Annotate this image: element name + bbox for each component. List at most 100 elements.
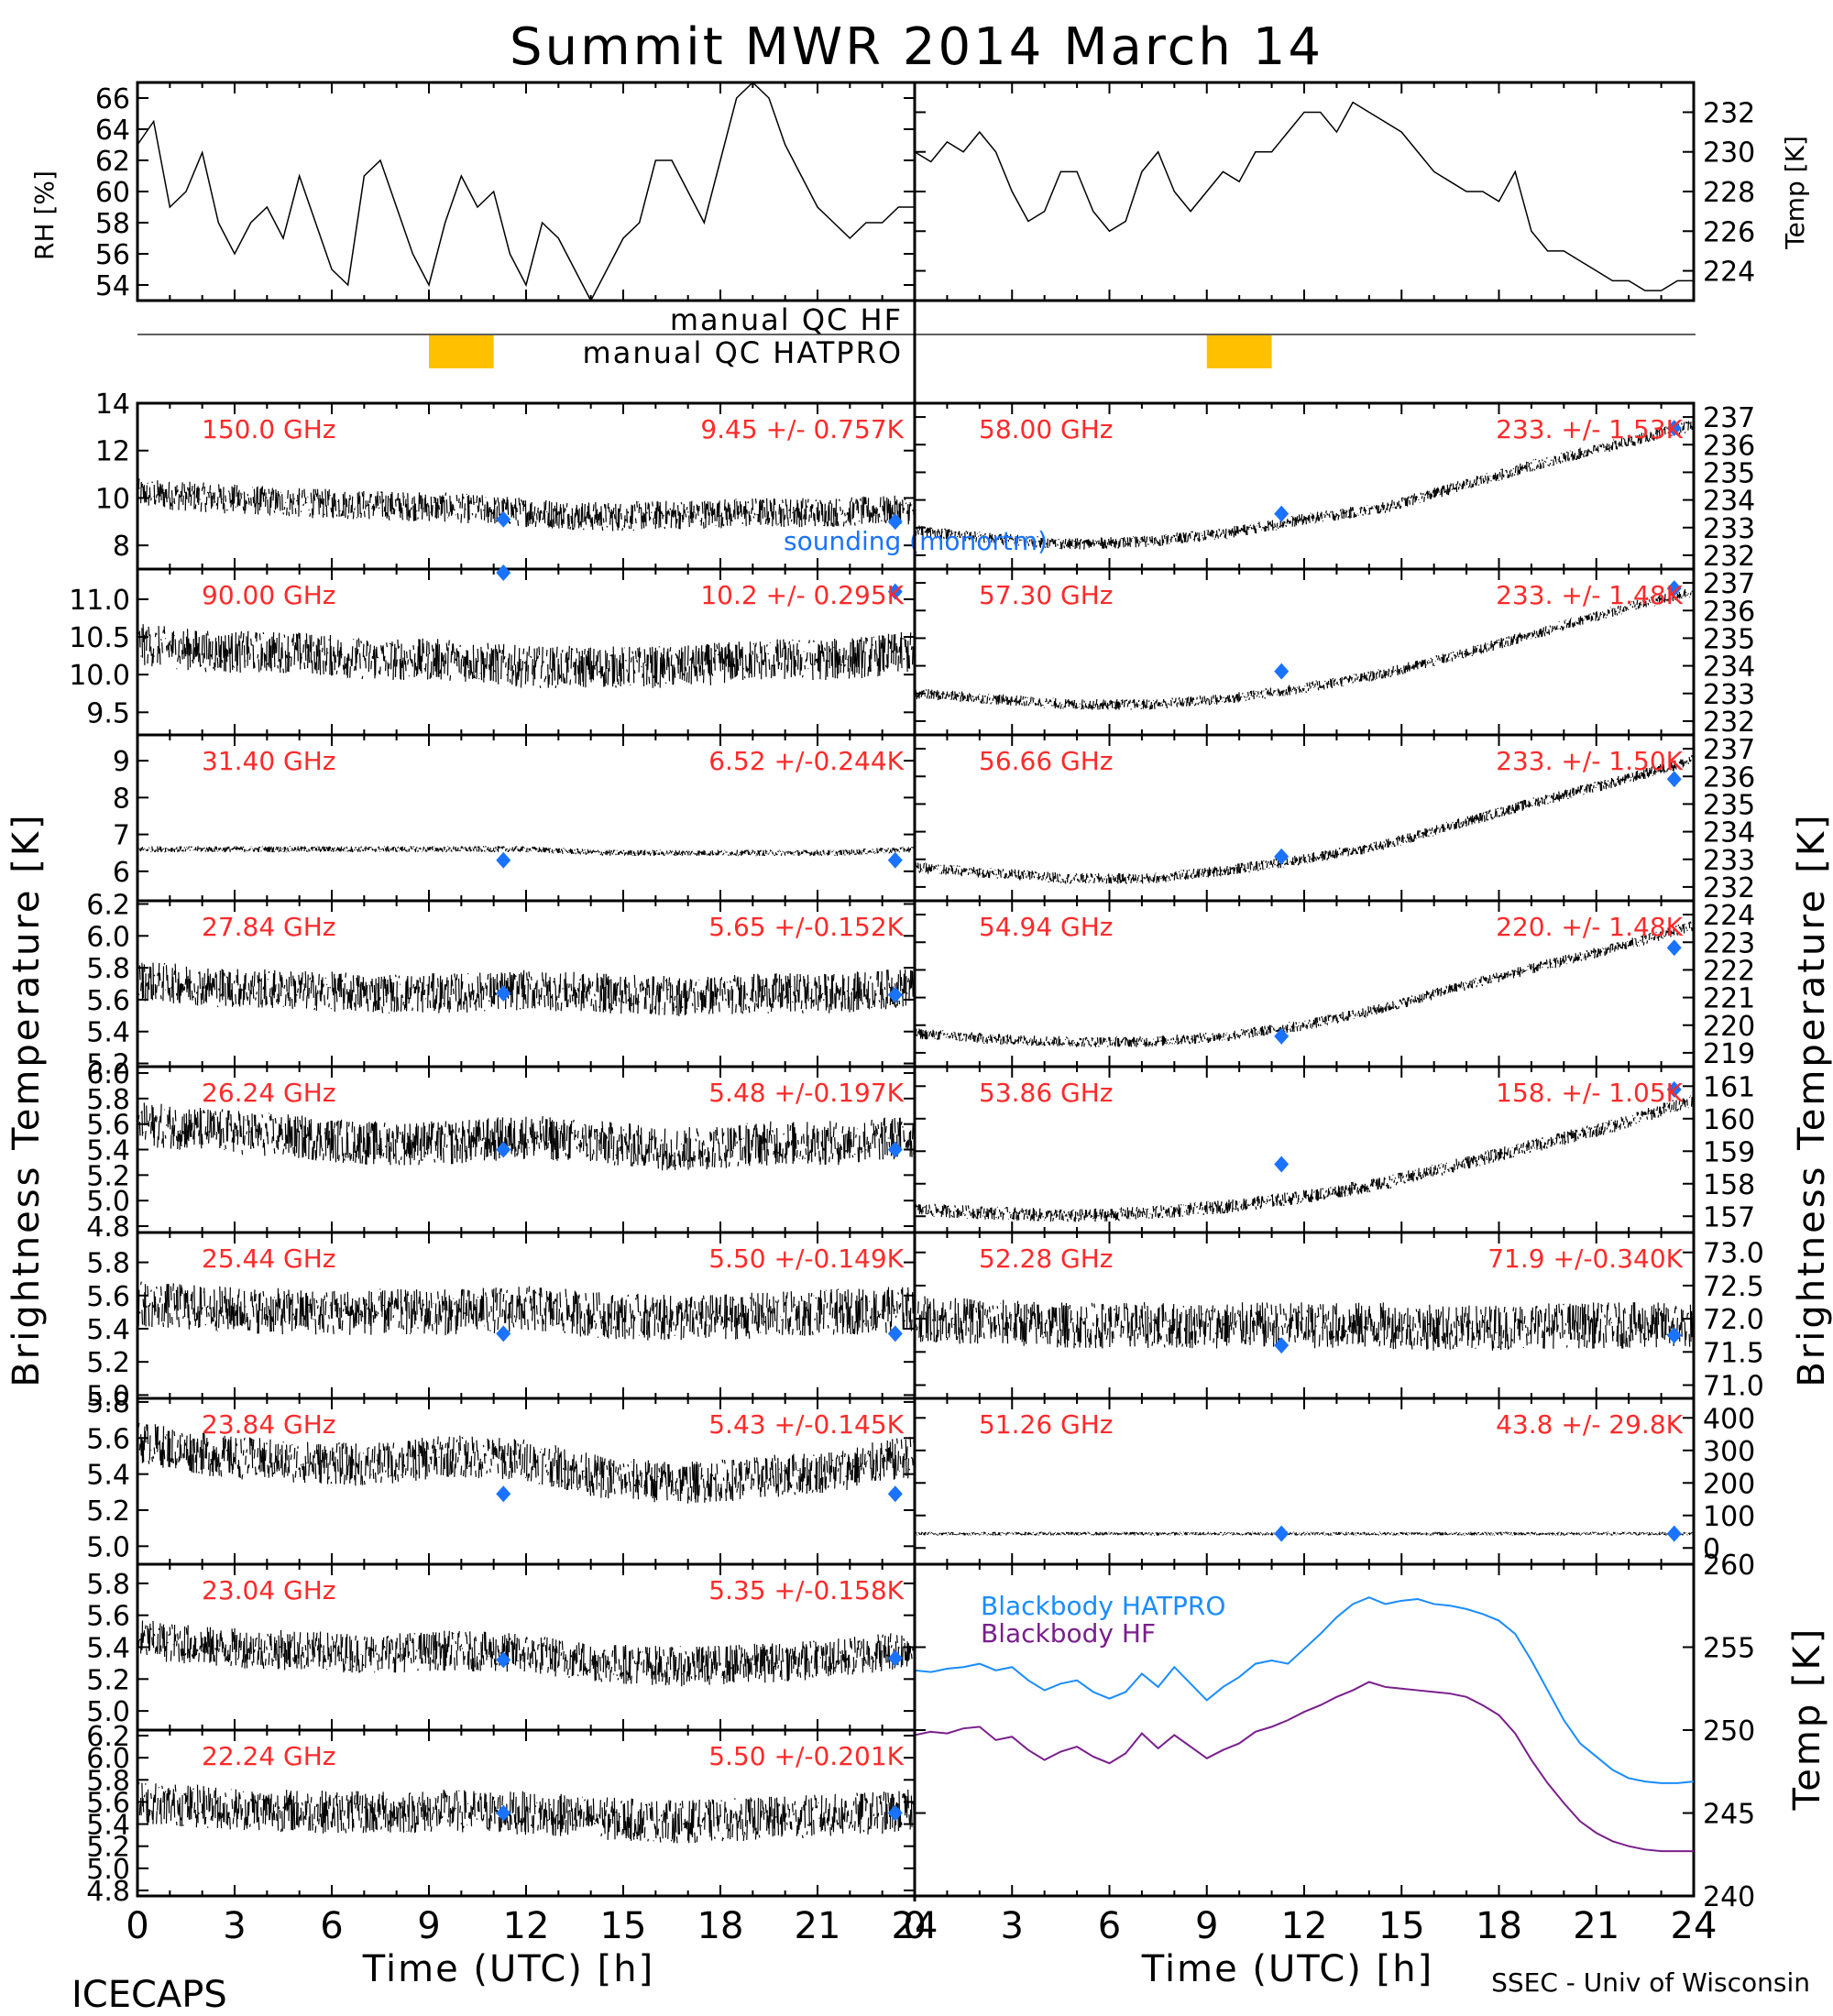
sounding-marker	[496, 984, 511, 1002]
channel-frequency: 23.04 GHz	[202, 1575, 336, 1605]
y-tick-label: 6.2	[86, 1721, 130, 1753]
y-tick-label: 71.5	[1703, 1337, 1764, 1369]
channel-trace	[137, 1620, 916, 1687]
y-tick-label: 228	[1703, 177, 1755, 209]
channel-trace	[137, 1781, 916, 1844]
channel-stat: 220. +/- 1.48K	[1496, 912, 1683, 942]
y-tick-label: 5.4	[86, 1135, 130, 1167]
y-tick-label: 62	[95, 146, 130, 178]
channel-stat: 5.65 +/-0.152K	[708, 912, 904, 942]
y-tick-label: 5.6	[86, 1423, 130, 1455]
channel-frequency: 22.24 GHz	[202, 1741, 336, 1771]
x-tick-label: 6	[1098, 1905, 1121, 1947]
y-tick-label: 6.0	[86, 1058, 130, 1090]
sounding-marker	[1274, 663, 1290, 680]
channel-frequency: 58.00 GHz	[979, 414, 1114, 444]
y-tick-label: 157	[1703, 1201, 1755, 1233]
blackbody-legend: Blackbody HATPRO	[981, 1591, 1225, 1621]
y-tick-label: 5.0	[86, 1380, 130, 1412]
qc-hatpro-label: manual QC HATPRO	[583, 335, 903, 370]
channel-stat: 71.9 +/-0.340K	[1487, 1244, 1683, 1274]
rh-line	[137, 81, 915, 302]
y-tick-label: 240	[1703, 1881, 1755, 1913]
y-tick-label: 72.0	[1703, 1304, 1764, 1336]
channel-stat: 158. +/- 1.05K	[1496, 1078, 1683, 1108]
footer-right: SSEC - Univ of Wisconsin	[1491, 1967, 1810, 1998]
y-tick-label: 400	[1703, 1403, 1755, 1435]
y-tick-label: 219	[1703, 1038, 1755, 1070]
x-tick-label: 15	[1378, 1905, 1425, 1947]
y-tick-label: 5.4	[86, 1314, 130, 1346]
channel-frequency: 90.00 GHz	[202, 580, 336, 610]
y-tick-label: 6	[113, 857, 130, 889]
left-axis-title: Brightness Temperature [K]	[5, 812, 48, 1386]
y-tick-label: 200	[1703, 1468, 1755, 1500]
sounding-marker	[496, 1651, 511, 1669]
y-tick-label: 245	[1703, 1799, 1755, 1831]
sounding-marker	[496, 1485, 511, 1503]
y-tick-label: 100	[1703, 1501, 1755, 1533]
y-tick-label: 236	[1703, 761, 1755, 794]
y-tick-label: 56	[95, 239, 130, 271]
y-tick-label: 161	[1703, 1071, 1755, 1103]
channel-frequency: 31.40 GHz	[202, 746, 336, 776]
panel-l150: 8 10 12 14 150.0 GHz 9.45 +/- 0.757K	[95, 389, 916, 571]
y-tick-label: 260	[1703, 1550, 1755, 1582]
y-tick-label: 250	[1703, 1715, 1755, 1748]
qc-flag-bar	[1206, 335, 1272, 368]
channel-stat: 5.35 +/-0.158K	[708, 1575, 904, 1605]
x-tick-label: 0	[126, 1905, 148, 1947]
channel-frequency: 54.94 GHz	[979, 912, 1114, 942]
y-tick-label: 5.2	[86, 1160, 130, 1192]
y-tick-label: 236	[1703, 596, 1755, 628]
y-tick-label: 72.5	[1703, 1271, 1764, 1303]
channel-frequency: 51.26 GHz	[979, 1409, 1114, 1440]
sounding-marker	[1666, 939, 1682, 957]
sounding-marker	[887, 1485, 903, 1503]
y-tick-label: 5.6	[86, 1281, 130, 1313]
channel-trace	[137, 845, 916, 857]
y-tick-label: 5.6	[86, 1787, 130, 1819]
panels-layer: 545658606264662242262282302328101214150.…	[69, 81, 1764, 1947]
panel-l27: 5.25.45.65.86.06.2 27.84 GHz 5.65 +/-0.152…	[86, 889, 916, 1081]
y-tick-label: 230	[1703, 137, 1755, 170]
y-tick-label: 5.6	[86, 1110, 130, 1142]
channel-stat: 5.48 +/-0.197K	[708, 1078, 904, 1108]
y-tick-label: 5.8	[86, 953, 130, 985]
y-tick-label: 10.0	[69, 660, 130, 692]
y-tick-label: 11.0	[69, 585, 130, 617]
x-tick-label: 6	[320, 1905, 343, 1947]
y-tick-label: 233	[1703, 513, 1755, 545]
channel-stat: 6.52 +/-0.244K	[708, 746, 904, 776]
sounding-marker	[1274, 848, 1290, 865]
y-tick-label: 300	[1703, 1436, 1755, 1468]
y-tick-label: 4.8	[86, 1876, 130, 1908]
channel-trace	[137, 624, 916, 689]
x-tick-label: 3	[223, 1905, 246, 1947]
y-tick-label: 71.0	[1703, 1371, 1764, 1403]
x-tick-label: 9	[417, 1905, 440, 1947]
y-tick-label: 237	[1703, 568, 1755, 600]
sounding-marker	[496, 1804, 511, 1822]
y-tick-label: 232	[1703, 872, 1755, 904]
panel-l23: 5.05.2 5.4 5.6 5.8 23.84 GHz 5.43 +/-0.145K	[86, 1387, 916, 1566]
y-tick-label: 232	[1703, 97, 1755, 129]
y-tick-label: 5.6	[86, 1601, 130, 1633]
y-tick-label: 158	[1703, 1169, 1755, 1201]
y-tick-label: 10	[95, 483, 130, 515]
y-tick-label: 10.5	[69, 622, 130, 654]
x-tick-label: 9	[1195, 1905, 1218, 1947]
y-tick-label: 5.2	[86, 1049, 130, 1081]
y-tick-label: 234	[1703, 817, 1755, 849]
y-tick-label: 5.4	[86, 1017, 130, 1049]
y-tick-label: 5.4	[86, 1810, 130, 1842]
y-tick-label: 5.0	[86, 1854, 130, 1886]
y-tick-label: 5.0	[86, 1531, 130, 1563]
y-tick-label: 5.2	[86, 1664, 130, 1696]
y-tick-label: 5.2	[86, 1347, 130, 1379]
sounding-marker	[887, 583, 903, 600]
sounding-marker	[496, 1141, 511, 1158]
